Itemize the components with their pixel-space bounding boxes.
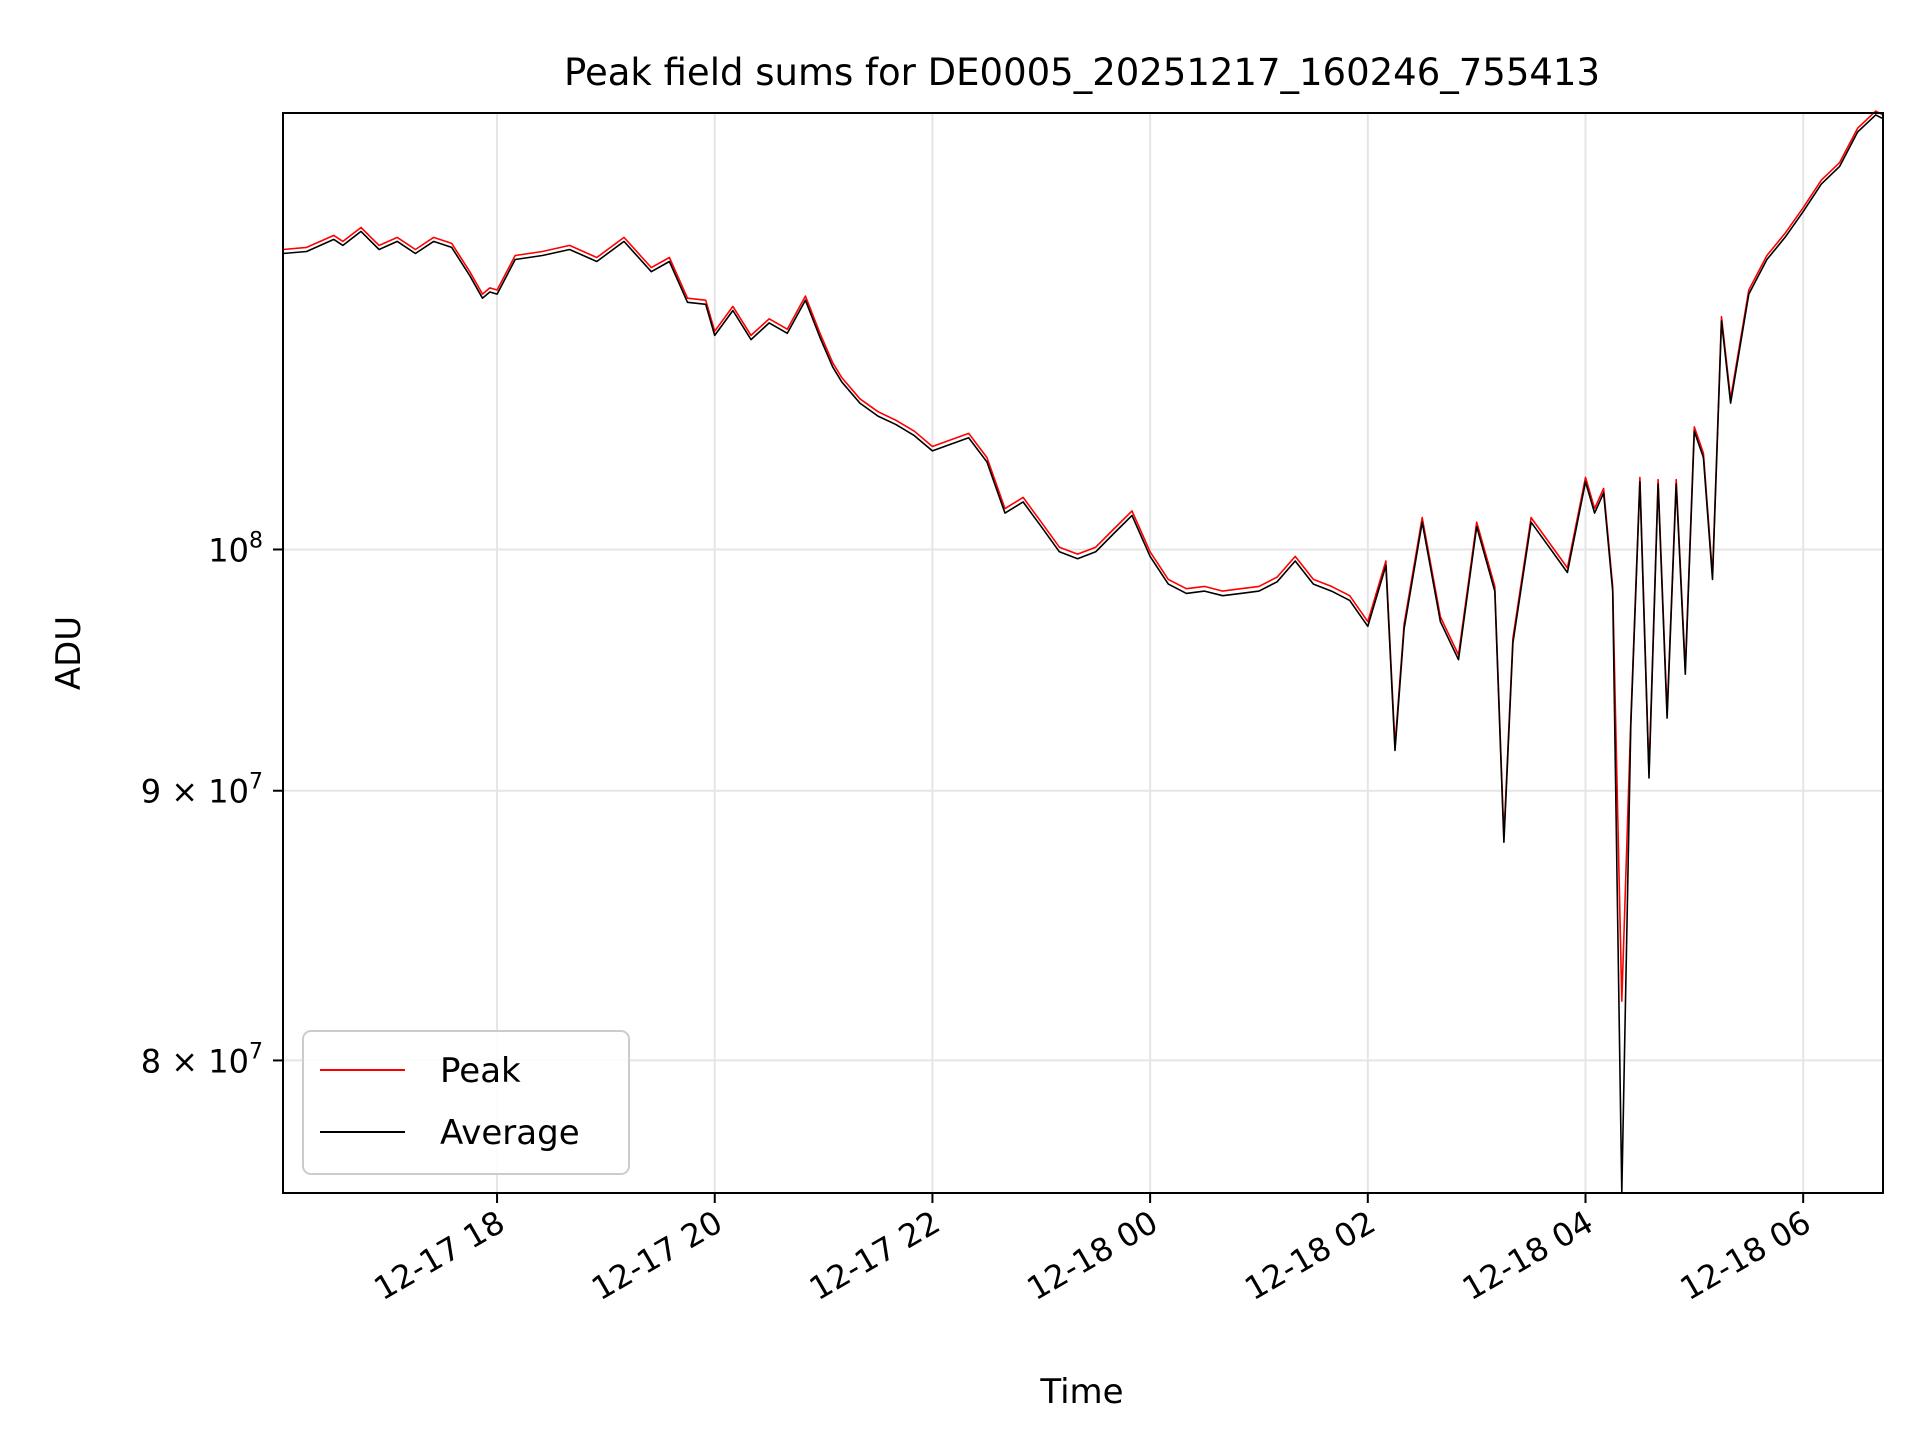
x-axis-label: Time [1039, 1372, 1123, 1412]
y-tick-label: 8 × 107 [141, 1039, 263, 1080]
legend[interactable]: Peak Average [302, 1030, 630, 1175]
series-layer [282, 110, 1884, 1194]
y-axis: 108 9 × 107 8 × 107 [141, 528, 283, 1080]
y-tick-label: 108 [208, 528, 263, 569]
series-line-average [282, 114, 1884, 1194]
y-tick-label: 9 × 107 [141, 770, 263, 811]
plot-frame [282, 112, 1884, 1194]
legend-label-average: Average [440, 1113, 580, 1153]
chart-title: Peak field sums for DE0005_20251217_1602… [564, 51, 1600, 94]
y-axis-label: ADU [49, 616, 89, 690]
legend-box [302, 1030, 630, 1175]
legend-label-peak: Peak [440, 1051, 521, 1091]
